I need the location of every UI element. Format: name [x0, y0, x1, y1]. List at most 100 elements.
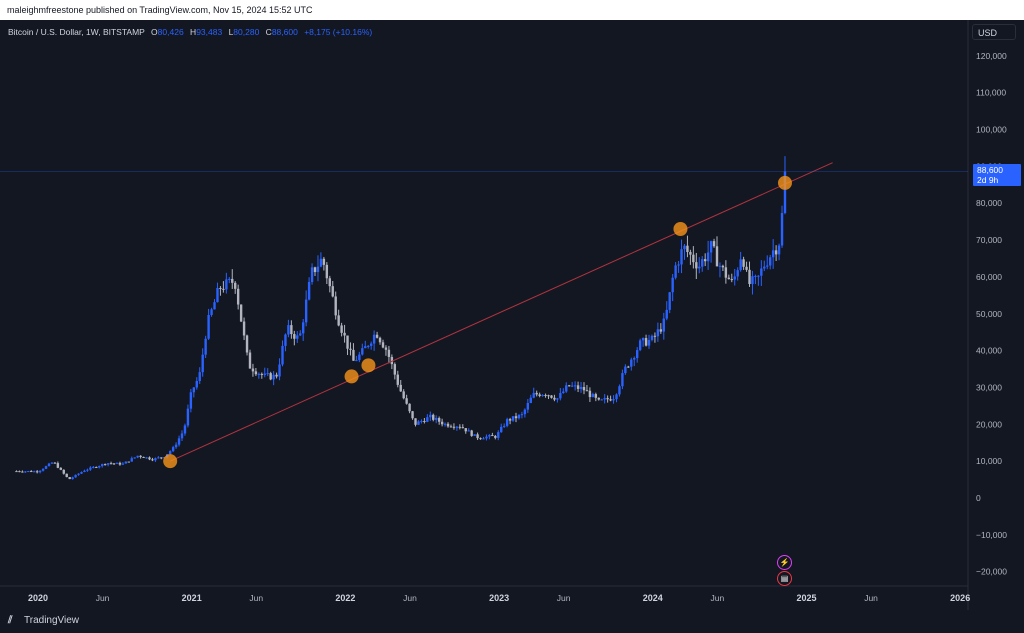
candle-body [771, 250, 775, 258]
candle-body [118, 462, 122, 465]
candle-body [219, 287, 222, 289]
candle-body [547, 395, 550, 397]
candle-body [210, 309, 213, 315]
candle-body [171, 447, 175, 452]
candle-body [346, 335, 349, 349]
candle-body [24, 471, 27, 473]
candle-body [689, 252, 692, 255]
candle-body [301, 322, 305, 334]
x-tick-label: Jun [403, 593, 417, 603]
candle-body [514, 416, 518, 419]
candle-body [426, 417, 429, 422]
y-tick-label: 100,000 [976, 125, 1007, 135]
candle-body [290, 325, 293, 335]
candle-body [754, 275, 757, 277]
candle-body [148, 457, 151, 460]
candle-body [387, 349, 391, 357]
candle-body [98, 466, 101, 468]
candle-body [142, 456, 145, 458]
candle-body [417, 421, 420, 425]
candle-body [369, 343, 373, 346]
candle-body [591, 394, 595, 398]
candle-body [343, 332, 346, 336]
candle-body [222, 288, 225, 290]
candle-body [89, 467, 92, 470]
candle-body [281, 345, 284, 365]
currency-selector[interactable]: USD [972, 24, 1016, 40]
candle-body [284, 334, 287, 346]
candle-body [751, 276, 754, 285]
candle-body [27, 471, 30, 473]
candle-body [183, 425, 187, 434]
us-flag-event-icon[interactable]: ▤ [777, 571, 792, 586]
candle-body [500, 426, 503, 433]
x-tick-label: 2023 [489, 593, 509, 603]
candle-body [62, 469, 65, 474]
candle-body [491, 435, 494, 437]
candle-body [497, 432, 500, 438]
candle-body [151, 459, 154, 461]
candle-body [733, 276, 736, 280]
chart-panel[interactable]: −20,000 −10,000 0 10,000 20,000 30,000 40,000 5… [0, 20, 1024, 610]
candle-body [473, 434, 476, 436]
candle-body [783, 171, 787, 214]
candle-body [293, 334, 296, 339]
publish-bar: maleighmfreestone published on TradingVi… [0, 0, 1024, 20]
candle-body [207, 314, 210, 339]
trend-touch-marker [777, 175, 792, 190]
x-tick-label: 2021 [182, 593, 202, 603]
candle-body [328, 278, 331, 287]
open-label: O [151, 27, 158, 37]
candle-body [423, 421, 426, 423]
price-chart[interactable]: −20,000 −10,000 0 10,000 20,000 30,000 40,000 5… [0, 20, 1024, 610]
candle-body [257, 373, 261, 375]
candle-body [130, 458, 133, 462]
candle-body [35, 471, 39, 473]
y-tick-label: 110,000 [976, 88, 1006, 98]
candle-body [739, 259, 742, 271]
symbol-title: Bitcoin / U.S. Dollar, 1W, BITSTAMP [8, 27, 145, 37]
candle-body [71, 477, 74, 480]
candle-body [77, 473, 80, 475]
footer-brand: TradingView [24, 615, 80, 626]
candle-body [668, 292, 671, 310]
candle-body [653, 335, 657, 337]
candle-body [635, 350, 639, 359]
candle-body [100, 464, 104, 467]
x-tick-label: 2024 [643, 593, 663, 603]
candle-body [588, 390, 592, 398]
candle-body [573, 385, 577, 387]
close-label: C [265, 27, 272, 37]
trendline[interactable] [169, 162, 833, 462]
candle-body [234, 282, 237, 289]
x-tick-label: Jun [96, 593, 110, 603]
y-tick-label: −20,000 [976, 567, 1007, 577]
candle-body [618, 386, 621, 395]
lightning-event-icon[interactable]: ⚡ [777, 555, 792, 570]
candle-body [337, 315, 340, 326]
candle-body [355, 360, 358, 362]
candle-body [570, 385, 574, 387]
candle-body [603, 398, 606, 400]
candle-body [526, 402, 530, 410]
candle-body [109, 463, 113, 465]
candle-body [340, 325, 343, 333]
candle-body [482, 438, 485, 440]
candle-body [112, 463, 116, 465]
candle-body [748, 269, 751, 285]
candle-body [698, 266, 701, 269]
candle-body [127, 461, 131, 463]
candle-body [476, 434, 479, 439]
candle-body [437, 418, 441, 422]
candle-body [304, 299, 308, 323]
tradingview-logo-icon[interactable]: ⫽ [8, 615, 13, 626]
candle-body [644, 338, 648, 346]
candle-body [154, 458, 157, 461]
candle-body [367, 345, 370, 347]
candle-body [633, 358, 636, 360]
high-value: 93,483 [196, 27, 223, 37]
y-tick-label: 70,000 [976, 235, 1002, 245]
candle-body [461, 427, 465, 429]
candle-body [420, 421, 423, 423]
publish-info: maleighmfreestone published on TradingVi… [7, 5, 313, 15]
